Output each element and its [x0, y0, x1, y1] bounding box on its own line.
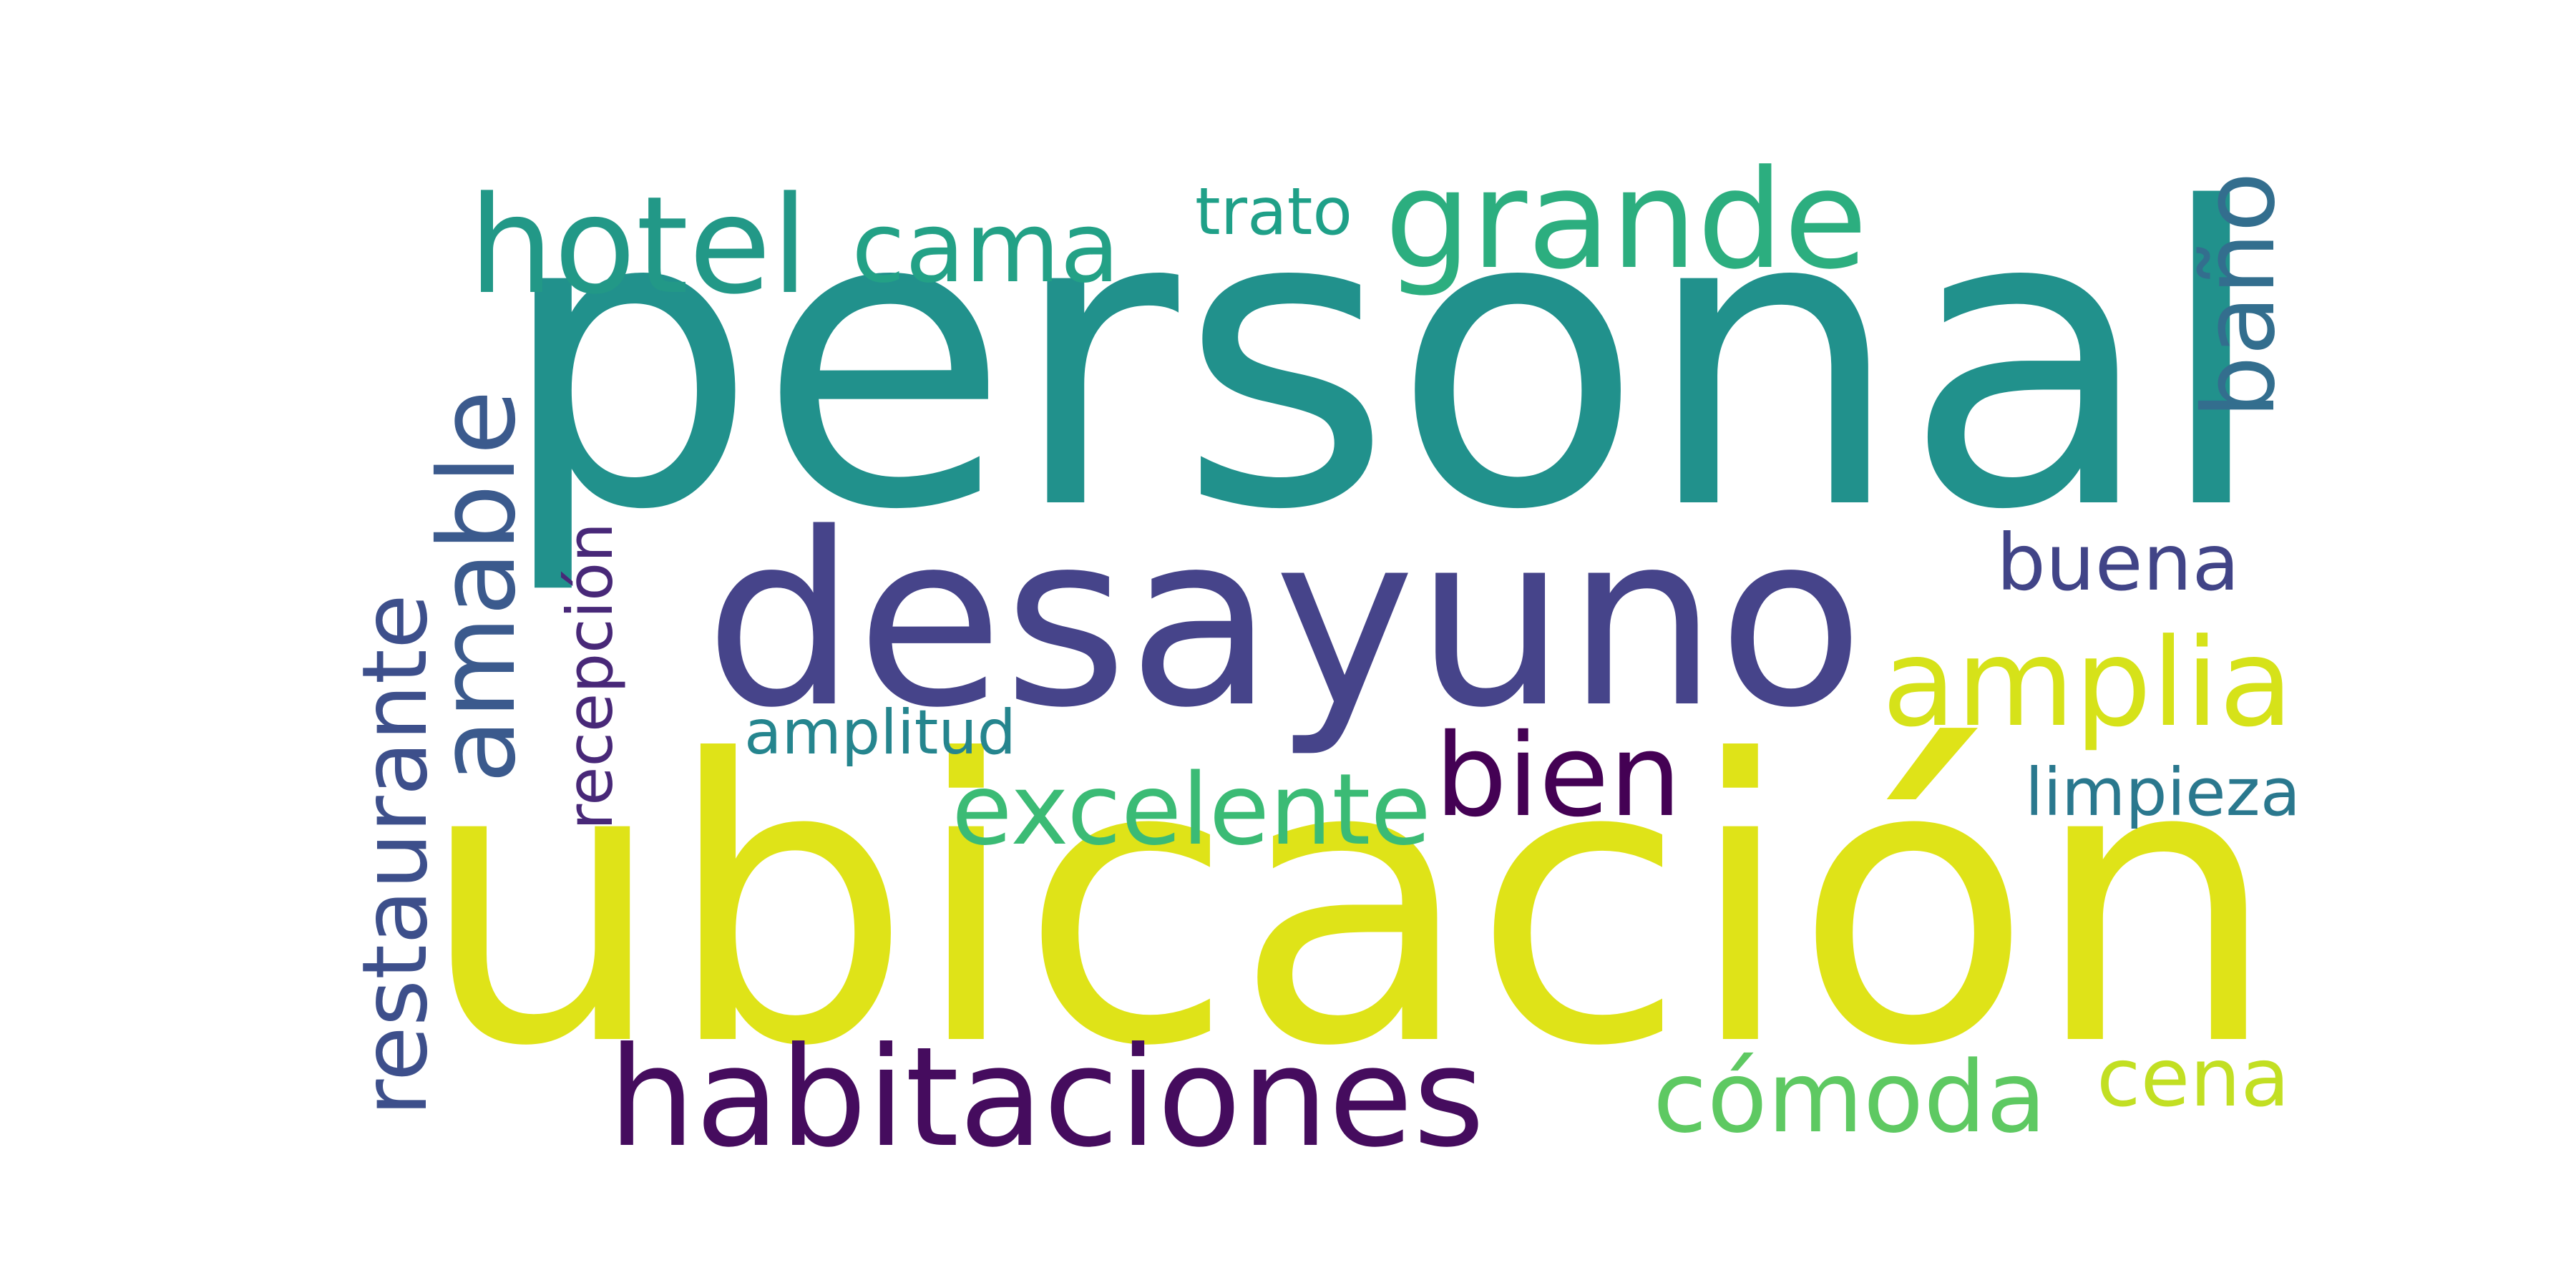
word-ubicacion: ubicación	[419, 678, 2279, 1132]
word-habitaciones: habitaciones	[608, 1018, 1485, 1178]
word-limpieza: limpieza	[2025, 753, 2301, 831]
word-bien: bien	[1435, 709, 1682, 843]
word-bano: baño	[2181, 172, 2297, 419]
word-restaurante: restaurante	[342, 594, 447, 1116]
word-amplitud: amplitud	[744, 698, 1016, 769]
word-personal: personal	[497, 122, 2268, 600]
word-comoda: cómoda	[1653, 1040, 2046, 1156]
word-buena: buena	[1996, 517, 2240, 609]
word-grande: grande	[1385, 140, 1868, 300]
word-trato: trato	[1195, 175, 1352, 250]
word-desayuno: desayuno	[705, 481, 1864, 760]
word-amplia: amplia	[1882, 613, 2293, 754]
word-excelente: excelente	[952, 752, 1431, 867]
word-hotel: hotel	[469, 168, 809, 325]
word-cena: cena	[2097, 1031, 2290, 1125]
word-cama: cama	[852, 191, 1120, 306]
word-recepcion: recepción	[552, 522, 627, 830]
